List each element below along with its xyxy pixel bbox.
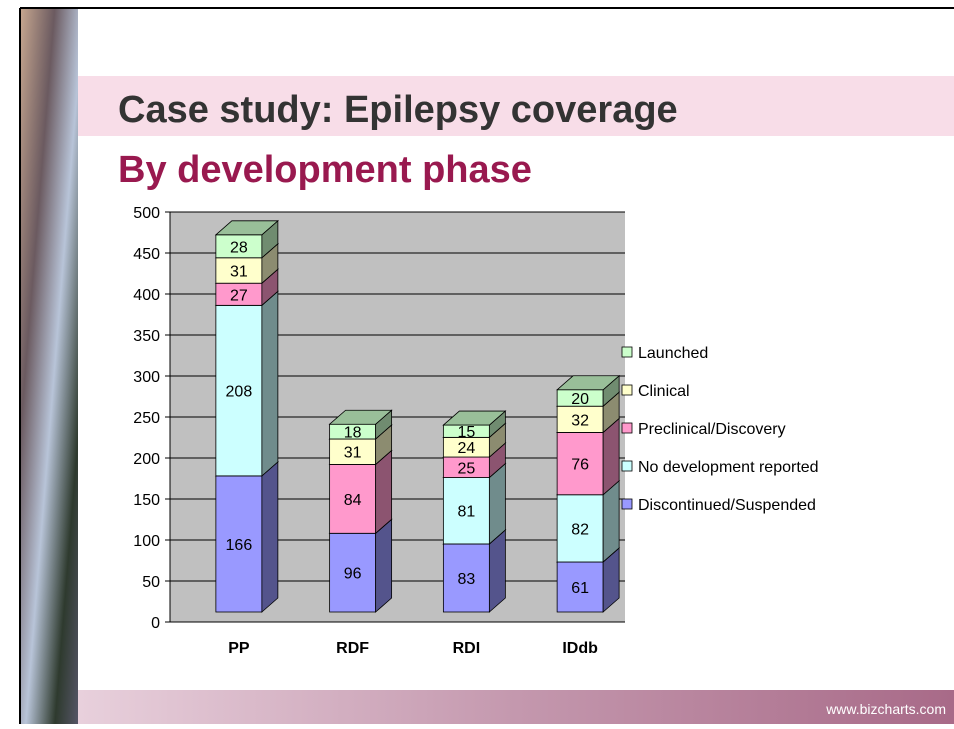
legend-swatch — [621, 346, 633, 358]
value-label: 166 — [226, 537, 253, 554]
footer-band — [78, 690, 954, 724]
value-label: 82 — [571, 521, 589, 538]
legend-label: No development reported — [638, 459, 819, 476]
legend-swatch — [621, 384, 633, 396]
y-tick-label: 150 — [133, 492, 160, 509]
bar-top — [556, 375, 621, 391]
bar-segment — [556, 432, 604, 496]
y-tick-label: 200 — [133, 451, 160, 468]
value-label: 27 — [230, 287, 248, 304]
value-label: 208 — [226, 384, 253, 401]
value-label: 24 — [457, 440, 475, 457]
bar-segment — [329, 532, 377, 613]
bar-top — [442, 410, 507, 426]
y-tick-label: 300 — [133, 369, 160, 386]
bar-top — [214, 220, 279, 236]
x-tick-label: IDdb — [562, 640, 598, 657]
value-label: 61 — [571, 580, 589, 597]
value-label: 20 — [571, 391, 589, 408]
legend-swatch — [621, 498, 633, 510]
chart: 050100150200250300350400450500PP16620827… — [133, 205, 818, 657]
legend-swatch — [621, 422, 633, 434]
bar-segment — [442, 477, 490, 545]
value-label: 32 — [571, 412, 589, 429]
value-label: 84 — [344, 492, 362, 509]
decor-strip — [20, 8, 78, 724]
value-label: 31 — [230, 263, 248, 280]
value-label: 81 — [457, 504, 475, 521]
title: Case study: Epilepsy coverage — [118, 89, 678, 131]
value-label: 25 — [457, 460, 475, 477]
y-tick-label: 100 — [133, 533, 160, 550]
y-tick-label: 50 — [142, 574, 160, 591]
y-tick-label: 0 — [151, 615, 160, 632]
value-label: 18 — [344, 425, 362, 442]
bar-segment — [329, 438, 377, 465]
legend-label: Launched — [638, 345, 708, 362]
y-tick-label: 250 — [133, 410, 160, 427]
bar-side — [375, 518, 393, 613]
bar-side — [375, 449, 393, 535]
x-tick-label: RDF — [336, 640, 369, 657]
legend-swatch — [621, 460, 633, 472]
value-label: 83 — [457, 571, 475, 588]
x-tick-label: PP — [228, 640, 250, 657]
bar-side — [261, 460, 279, 613]
y-tick-label: 450 — [133, 246, 160, 263]
value-label: 15 — [457, 424, 475, 441]
legend-label: Preclinical/Discovery — [638, 421, 786, 438]
y-tick-label: 400 — [133, 287, 160, 304]
value-label: 31 — [344, 445, 362, 462]
value-label: 76 — [571, 457, 589, 474]
bar-segment — [215, 475, 263, 613]
y-tick-label: 350 — [133, 328, 160, 345]
bar-side — [261, 290, 279, 477]
bar-top — [328, 409, 393, 425]
y-tick-label: 500 — [133, 205, 160, 222]
footer-text: www.bizcharts.com — [825, 701, 946, 717]
value-label: 28 — [230, 239, 248, 256]
legend-label: Discontinued/Suspended — [638, 497, 816, 514]
bar-segment — [329, 463, 377, 534]
bar-segment — [556, 405, 604, 433]
value-label: 96 — [344, 566, 362, 583]
x-tick-label: RDI — [453, 640, 481, 657]
bar-segment — [215, 304, 263, 477]
subtitle: By development phase — [118, 149, 532, 191]
title-band — [78, 76, 954, 136]
legend-label: Clinical — [638, 383, 690, 400]
